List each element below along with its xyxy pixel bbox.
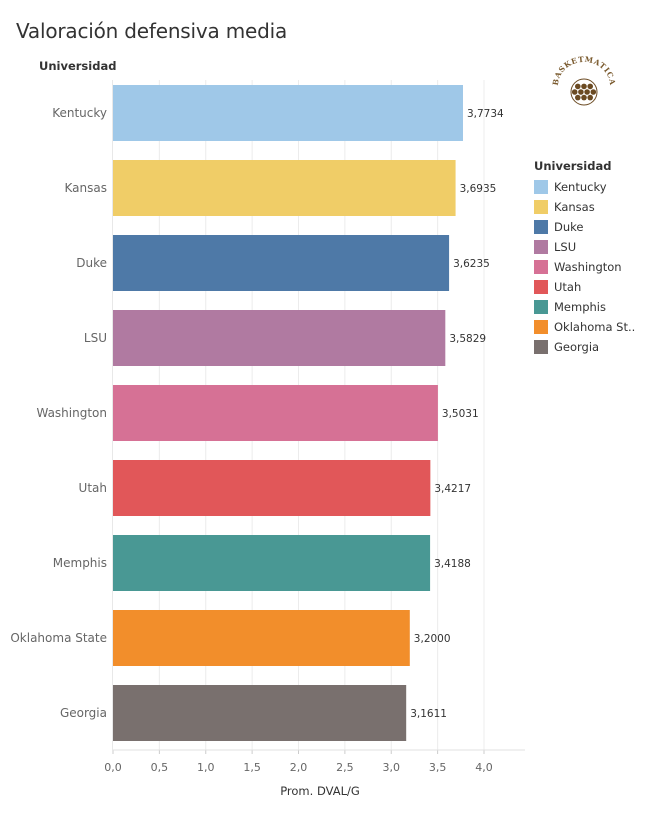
legend-label: Georgia — [554, 340, 600, 354]
bar[interactable] — [113, 85, 463, 141]
legend-swatch — [534, 180, 548, 194]
value-label: 3,4188 — [434, 558, 471, 570]
category-label: Utah — [79, 481, 107, 495]
legend-item[interactable]: Duke — [534, 217, 646, 237]
legend-swatch — [534, 220, 548, 234]
value-label: 3,1611 — [410, 708, 447, 720]
bar[interactable] — [113, 160, 456, 216]
legend-label: Kentucky — [554, 180, 607, 194]
legend-title: Universidad — [534, 159, 612, 173]
x-tick-label: 0,0 — [104, 761, 122, 774]
chart-title: Valoración defensiva media — [16, 19, 288, 43]
value-label: 3,7734 — [467, 108, 504, 120]
x-tick-label: 3,0 — [383, 761, 401, 774]
legend-label: Utah — [554, 280, 582, 294]
svg-text:BASKETMATICA: BASKETMATICA — [552, 56, 616, 86]
legend-item[interactable]: Oklahoma St.. — [534, 317, 646, 337]
legend-item[interactable]: Memphis — [534, 297, 646, 317]
legend-item[interactable]: Washington — [534, 257, 646, 277]
legend-swatch — [534, 320, 548, 334]
value-label: 3,4217 — [434, 483, 471, 495]
legend-swatch — [534, 300, 548, 314]
bar[interactable] — [113, 685, 407, 741]
category-label: Washington — [36, 406, 107, 420]
x-tick-label: 0,5 — [151, 761, 169, 774]
x-tick-label: 2,5 — [336, 761, 354, 774]
legend-item[interactable]: LSU — [534, 237, 646, 257]
x-tick-label: 1,0 — [197, 761, 215, 774]
bar[interactable] — [113, 460, 431, 516]
bar[interactable] — [113, 310, 446, 366]
bar-layer — [113, 85, 463, 741]
category-label: Memphis — [53, 556, 107, 570]
category-label: Kansas — [65, 181, 107, 195]
legend-item[interactable]: Georgia — [534, 337, 646, 357]
legend-label: Kansas — [554, 200, 595, 214]
x-axis-title: Prom. DVAL/G — [280, 784, 360, 798]
x-tick-label: 3,5 — [429, 761, 447, 774]
legend: Universidad Kentucky Kansas Duke LSU Washing… — [534, 159, 646, 357]
legend-item[interactable]: Kansas — [534, 197, 646, 217]
x-tick-label: 2,0 — [290, 761, 308, 774]
legend-label: LSU — [554, 240, 577, 254]
x-tick-label: 1,5 — [243, 761, 261, 774]
legend-item[interactable]: Utah — [534, 277, 646, 297]
legend-swatch — [534, 340, 548, 354]
legend-label: Duke — [554, 220, 584, 234]
x-tick-label: 4,0 — [475, 761, 493, 774]
value-label: 3,6935 — [460, 183, 497, 195]
value-label: 3,5829 — [449, 333, 486, 345]
value-label: 3,6235 — [453, 258, 490, 270]
bar[interactable] — [113, 235, 450, 291]
category-label: Oklahoma State — [10, 631, 107, 645]
category-label: Kentucky — [52, 106, 107, 120]
category-label: Duke — [76, 256, 107, 270]
bar[interactable] — [113, 535, 431, 591]
value-label: 3,2000 — [414, 633, 451, 645]
bar[interactable] — [113, 610, 410, 666]
legend-items: Kentucky Kansas Duke LSU Washington Utah Memph… — [534, 177, 646, 357]
bar[interactable] — [113, 385, 438, 441]
legend-label: Washington — [554, 260, 622, 274]
legend-swatch — [534, 240, 548, 254]
legend-swatch — [534, 200, 548, 214]
basketmatica-logo: BASKETMATICA — [552, 56, 616, 106]
legend-swatch — [534, 280, 548, 294]
category-label: Georgia — [60, 706, 107, 720]
legend-label: Memphis — [554, 300, 606, 314]
legend-swatch — [534, 260, 548, 274]
legend-item[interactable]: Kentucky — [534, 177, 646, 197]
row-header: Universidad — [39, 59, 117, 73]
value-label: 3,5031 — [442, 408, 479, 420]
legend-label: Oklahoma St.. — [554, 320, 636, 334]
axis-layer: 0,0 0,5 1,0 1,5 2,0 2,5 3,0 3,5 4,0 Kentucky 3,773… — [10, 80, 525, 774]
category-label: LSU — [84, 331, 107, 345]
